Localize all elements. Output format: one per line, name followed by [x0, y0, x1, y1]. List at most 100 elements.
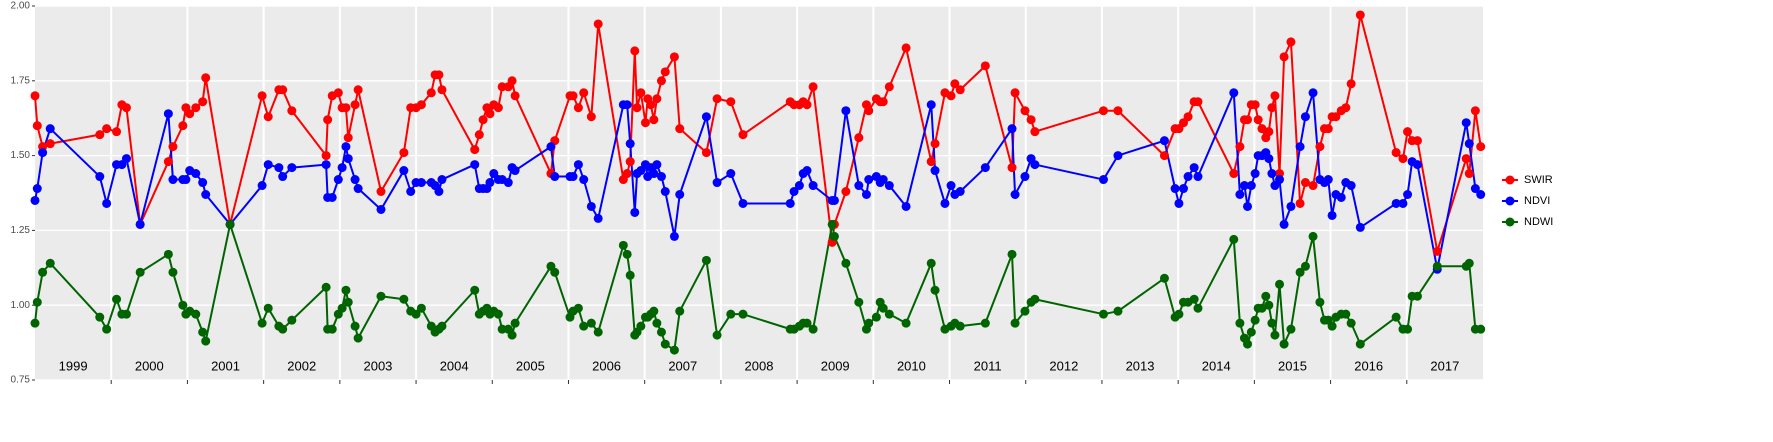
data-point	[337, 303, 347, 313]
data-point	[980, 318, 990, 328]
data-point	[675, 306, 685, 316]
data-point	[426, 88, 436, 98]
data-point	[168, 175, 178, 185]
data-point	[573, 160, 583, 170]
data-point	[1243, 339, 1253, 349]
data-point	[198, 327, 208, 337]
data-point	[493, 309, 503, 319]
data-point	[802, 318, 812, 328]
data-point	[121, 103, 131, 113]
data-point	[622, 100, 632, 110]
data-point	[434, 70, 444, 80]
data-point	[485, 109, 495, 119]
data-point	[376, 187, 386, 197]
data-point	[649, 169, 659, 179]
data-point	[1010, 318, 1020, 328]
data-point	[738, 309, 748, 319]
data-point	[573, 303, 583, 313]
data-point	[95, 172, 105, 182]
data-point	[636, 88, 646, 98]
data-point	[1403, 189, 1413, 199]
data-point	[278, 85, 288, 95]
data-point	[636, 321, 646, 331]
data-point	[1308, 88, 1318, 98]
data-point	[785, 198, 795, 208]
data-point	[841, 106, 851, 116]
data-point	[901, 318, 911, 328]
data-point	[656, 76, 666, 86]
data-point	[191, 169, 201, 179]
data-point	[278, 172, 288, 182]
legend-key-point	[1505, 196, 1515, 206]
data-point	[112, 127, 122, 137]
data-point	[1098, 106, 1108, 116]
data-point	[1346, 181, 1356, 191]
data-point	[669, 231, 679, 241]
data-point	[1010, 88, 1020, 98]
data-point	[646, 100, 656, 110]
data-point	[656, 327, 666, 337]
data-point	[829, 231, 839, 241]
data-point	[95, 312, 105, 322]
year-label: 2017	[1430, 358, 1459, 373]
data-point	[416, 100, 426, 110]
data-point	[712, 94, 722, 104]
data-point	[257, 91, 267, 101]
data-point	[926, 258, 936, 268]
data-point	[257, 181, 267, 191]
data-point	[178, 121, 188, 131]
data-point	[38, 267, 48, 277]
data-point	[95, 130, 105, 140]
data-point	[1159, 151, 1169, 161]
year-label: 2012	[1049, 358, 1078, 373]
data-point	[1270, 91, 1280, 101]
data-point	[263, 160, 273, 170]
data-point	[1279, 52, 1289, 62]
data-point	[1174, 309, 1184, 319]
legend-label: NDVI	[1524, 195, 1550, 207]
data-point	[955, 187, 965, 197]
data-point	[808, 181, 818, 191]
y-tick-label: 1.75	[11, 75, 31, 86]
data-point	[878, 303, 888, 313]
data-point	[669, 52, 679, 62]
data-point	[841, 187, 851, 197]
y-tick-label: 0.75	[11, 375, 31, 386]
data-point	[712, 178, 722, 188]
data-point	[1461, 118, 1471, 128]
data-point	[1113, 151, 1123, 161]
data-point	[470, 285, 480, 295]
data-point	[669, 345, 679, 355]
data-point	[406, 187, 416, 197]
data-point	[1010, 189, 1020, 199]
data-point	[930, 139, 940, 149]
data-point	[701, 255, 711, 265]
data-point	[1243, 115, 1253, 125]
data-point	[1464, 258, 1474, 268]
data-point	[201, 189, 211, 199]
data-point	[808, 324, 818, 334]
data-point	[1246, 327, 1256, 337]
y-tick-label: 1.50	[11, 150, 31, 161]
data-point	[1331, 112, 1341, 122]
data-point	[1476, 189, 1486, 199]
legend-key-point	[1505, 175, 1515, 185]
data-point	[225, 219, 235, 229]
data-point	[854, 181, 864, 191]
data-point	[901, 43, 911, 53]
data-point	[1183, 172, 1193, 182]
data-point	[503, 178, 513, 188]
data-point	[1235, 318, 1245, 328]
data-point	[434, 187, 444, 197]
data-point	[573, 103, 583, 113]
data-point	[1341, 103, 1351, 113]
data-point	[1270, 330, 1280, 340]
data-point	[618, 240, 628, 250]
data-point	[1315, 297, 1325, 307]
y-tick-label: 1.00	[11, 300, 31, 311]
data-point	[1279, 219, 1289, 229]
data-point	[1229, 88, 1239, 98]
data-point	[1250, 169, 1260, 179]
data-point	[341, 285, 351, 295]
data-point	[1193, 97, 1203, 107]
